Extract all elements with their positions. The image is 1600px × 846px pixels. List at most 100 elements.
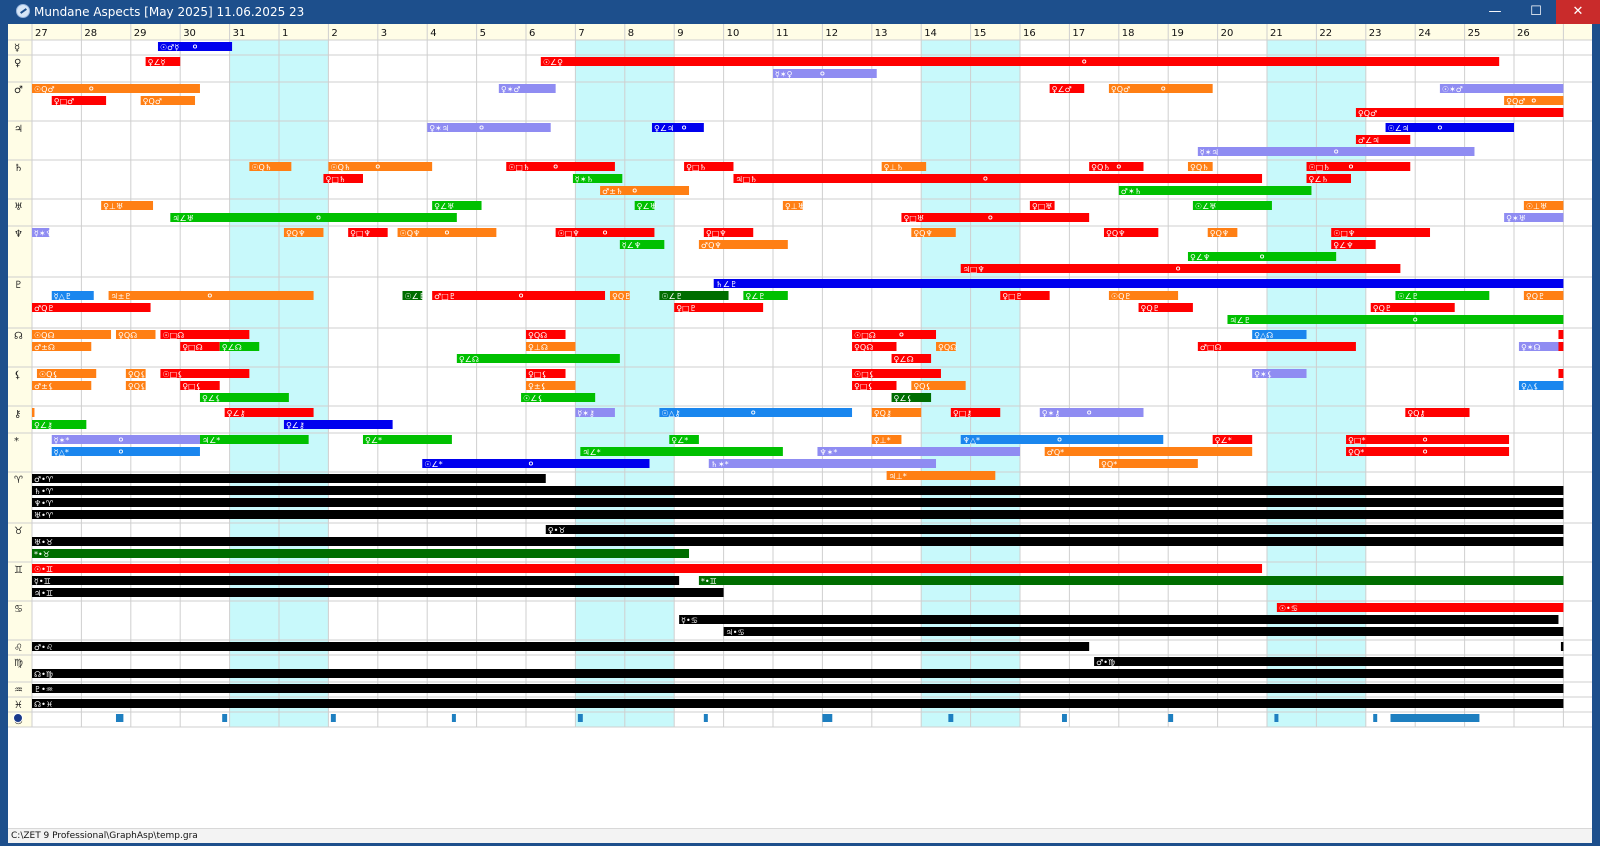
moon-event-marker[interactable] (451, 714, 456, 722)
aspect-bar-fill[interactable] (674, 303, 764, 312)
aspect-bar[interactable]: ♆△* (960, 435, 1164, 445)
aspect-bar-fill[interactable] (1439, 84, 1564, 93)
aspect-bar[interactable]: ☿✶♆ (32, 228, 53, 238)
aspect-bar[interactable]: ♃□♄ (733, 174, 1263, 184)
aspect-bar-fill[interactable] (852, 369, 941, 378)
aspect-bar[interactable]: ♀Q☊ (936, 342, 957, 352)
aspect-bar-fill[interactable] (936, 342, 956, 351)
aspect-bar-fill[interactable] (199, 393, 289, 402)
aspect-bar-fill[interactable] (32, 420, 87, 429)
aspect-bar-fill[interactable] (1187, 252, 1337, 261)
aspect-bar[interactable]: ☉□♄ (506, 162, 615, 172)
aspect-bar[interactable]: ♀Q♇ (1523, 291, 1564, 301)
aspect-bar[interactable]: ♀□♅ (1029, 201, 1055, 211)
moon-event-marker[interactable] (948, 714, 954, 722)
aspect-bar-fill[interactable] (1331, 240, 1376, 249)
aspect-bar-fill[interactable] (1331, 228, 1431, 237)
aspect-bar-fill[interactable] (1355, 135, 1411, 144)
aspect-bar-fill[interactable] (698, 240, 788, 249)
aspect-bar[interactable]: ♃∠* (199, 435, 309, 445)
aspect-bar[interactable]: ☉∠⚸ (521, 393, 596, 403)
aspect-bar[interactable]: ☉□⚸ (160, 369, 250, 379)
aspect-bar[interactable]: ♄•♈ (32, 486, 1564, 496)
aspect-bar-fill[interactable] (224, 408, 314, 417)
aspect-bar[interactable]: ♀∠* (669, 435, 699, 445)
aspect-bar-fill[interactable] (283, 228, 324, 237)
aspect-bar-fill[interactable] (526, 330, 566, 339)
aspect-bar[interactable]: ☿✶♃ (1197, 147, 1475, 157)
aspect-bar-fill[interactable] (432, 291, 606, 300)
aspect-bar[interactable]: ☿•♊ (32, 576, 680, 586)
aspect-bar[interactable]: ♀Q♇ (1138, 303, 1193, 313)
aspect-bar[interactable]: *•♉ (32, 549, 690, 559)
aspect-bar[interactable]: ♀∠⚸ (891, 393, 932, 403)
aspect-bar[interactable] (1558, 342, 1564, 351)
aspect-bar[interactable]: ♀⊥♅ (782, 201, 805, 211)
aspect-bar[interactable]: ♀⊥☊ (526, 342, 576, 352)
aspect-bar-fill[interactable] (540, 57, 1500, 66)
aspect-bar[interactable]: ☿✶⚷ (575, 408, 615, 418)
aspect-bar-fill[interactable] (145, 57, 181, 66)
aspect-bar[interactable]: ♀Q⚷ (1405, 408, 1470, 418)
aspect-bar[interactable]: ♀Q♇ (1370, 303, 1455, 313)
aspect-bar-fill[interactable] (526, 342, 576, 351)
aspect-bar[interactable]: ♆✶* (817, 447, 1020, 457)
aspect-bar-fill[interactable] (32, 330, 112, 339)
aspect-bar[interactable]: ♀△⚸ (1518, 381, 1564, 391)
aspect-bar-fill[interactable] (1346, 435, 1510, 444)
aspect-bar-fill[interactable] (1103, 228, 1159, 237)
aspect-bar[interactable]: ♀∠⚷ (283, 420, 393, 430)
aspect-bar-fill[interactable] (32, 684, 1564, 693)
aspect-bar-fill[interactable] (659, 291, 729, 300)
aspect-bar[interactable]: ☉∠♇ (402, 291, 427, 301)
aspect-bar[interactable]: ♀✶♅ (1504, 213, 1564, 223)
aspect-bar-fill[interactable] (911, 228, 956, 237)
aspect-bar-fill[interactable] (180, 381, 220, 390)
aspect-bar[interactable]: ☉∠♅ (1192, 201, 1272, 211)
aspect-bar[interactable]: ☉•♊ (32, 564, 1263, 574)
aspect-bar[interactable]: ♆•♈ (32, 498, 1564, 508)
aspect-bar-fill[interactable] (733, 174, 1263, 183)
aspect-bar-fill[interactable] (723, 627, 1564, 636)
aspect-bar[interactable]: ☉Q⚸ (36, 369, 97, 379)
aspect-bar[interactable]: ♀□⚸ (180, 381, 220, 391)
aspect-bar-fill[interactable] (713, 279, 1564, 288)
aspect-bar[interactable]: ☉Q♄ (328, 162, 433, 172)
aspect-bar-fill[interactable] (782, 201, 803, 210)
moon-event-marker[interactable] (577, 714, 583, 722)
aspect-bar[interactable]: ♅•♉ (32, 537, 1564, 547)
aspect-bar-fill[interactable] (32, 498, 1564, 507)
aspect-timeline-chart[interactable]: 27 28 29 30 31 1 2 3 4 5 6 7 8 9 10 11 12 13 14 15 16 17 18 19 2… (8, 24, 1592, 828)
aspect-bar[interactable]: ♂Q♆ (698, 240, 788, 250)
aspect-bar-fill[interactable] (634, 201, 655, 210)
aspect-bar[interactable]: ☉□⚸ (852, 369, 941, 379)
aspect-bar[interactable]: ♀Q☊ (526, 330, 566, 340)
aspect-bar-fill[interactable] (1099, 459, 1198, 468)
aspect-bar[interactable]: ☿△* (51, 447, 200, 457)
aspect-bar[interactable]: ♃□♆ (960, 264, 1401, 274)
aspect-bar[interactable]: ♀□♇ (1000, 291, 1050, 301)
aspect-bar[interactable]: ♂±♄ (600, 186, 690, 196)
aspect-bar[interactable]: ♂∠♃ (1355, 135, 1411, 145)
aspect-bar[interactable]: ♀∠♄ (1306, 174, 1351, 184)
aspect-bar-fill[interactable] (32, 576, 680, 585)
aspect-bar[interactable]: ♀□♇ (674, 303, 764, 313)
aspect-bar[interactable]: ♀∠☊ (219, 342, 260, 352)
aspect-bar[interactable]: ♀Q☊ (115, 330, 156, 340)
aspect-bar-fill[interactable] (1560, 642, 1564, 651)
aspect-bar[interactable]: ♂•♌ (32, 642, 1090, 652)
aspect-bar-fill[interactable] (659, 408, 853, 417)
aspect-bar[interactable]: ♀∠☿ (145, 57, 181, 67)
aspect-bar-fill[interactable] (901, 213, 1090, 222)
aspect-bar[interactable]: ♅•♈ (32, 510, 1564, 520)
aspect-bar[interactable]: ♀□* (1346, 435, 1510, 445)
aspect-bar[interactable]: ☉•♋ (1276, 603, 1564, 613)
aspect-bar-fill[interactable] (1252, 330, 1307, 339)
aspect-bar-fill[interactable] (1385, 123, 1514, 132)
aspect-bar[interactable]: ♀∠☊ (891, 354, 932, 364)
aspect-bar[interactable]: ♀Q⚷ (871, 408, 922, 418)
aspect-bar[interactable]: ♀•♉ (545, 525, 1564, 535)
maximize-button[interactable]: ☐ (1530, 4, 1542, 19)
aspect-bar[interactable]: ♀∠♂ (1049, 84, 1085, 94)
aspect-bar[interactable]: ♀⊥* (871, 435, 902, 445)
